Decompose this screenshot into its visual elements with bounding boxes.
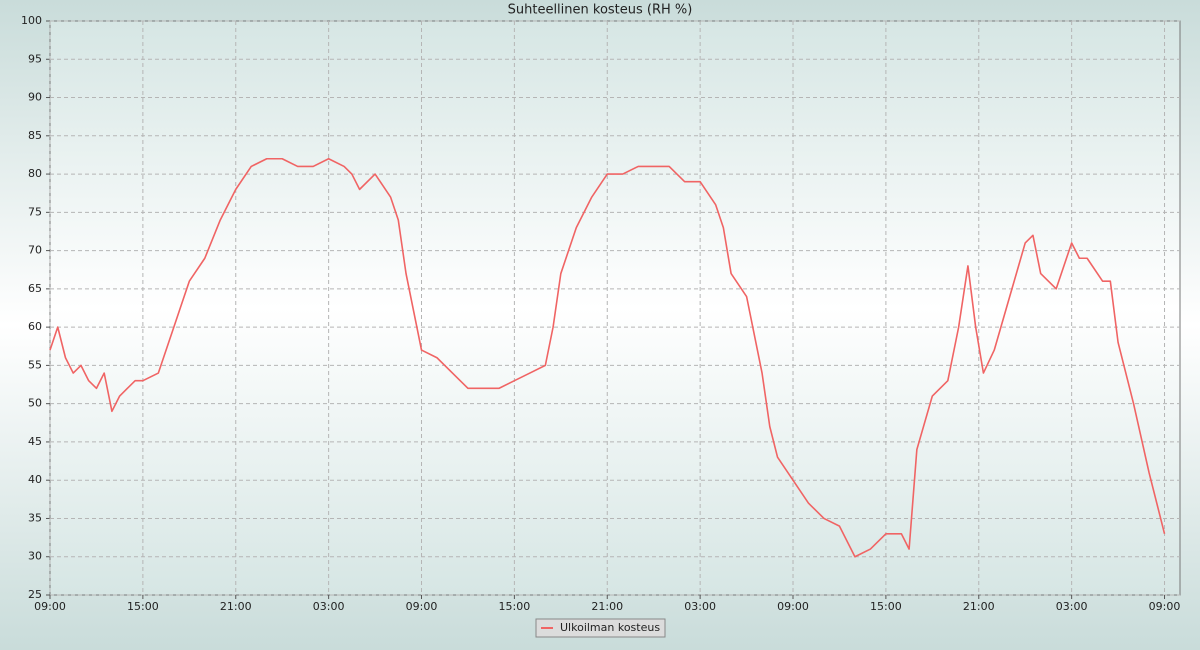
y-tick-label: 70: [28, 244, 42, 257]
x-tick-label: 15:00: [870, 600, 902, 613]
y-tick-label: 40: [28, 473, 42, 486]
x-tick-label: 09:00: [34, 600, 66, 613]
x-tick-label: 09:00: [406, 600, 438, 613]
x-tick-label: 21:00: [963, 600, 995, 613]
y-tick-label: 55: [28, 358, 42, 371]
y-tick-label: 65: [28, 282, 42, 295]
y-tick-label: 75: [28, 205, 42, 218]
data-line: [49, 157, 1166, 558]
x-tick-label: 03:00: [313, 600, 345, 613]
y-tick-label: 50: [28, 397, 42, 410]
x-tick-label: 03:00: [684, 600, 716, 613]
x-tick-label: 21:00: [220, 600, 252, 613]
x-tick-label: 15:00: [499, 600, 531, 613]
legend: [535, 618, 666, 638]
x-tick-label: 09:00: [1149, 600, 1181, 613]
y-tick-label: 60: [28, 320, 42, 333]
y-tick-label: 95: [28, 52, 42, 65]
y-tick-label: 30: [28, 550, 42, 563]
x-tick-label: 09:00: [777, 600, 809, 613]
x-tick-label: 21:00: [591, 600, 623, 613]
y-tick-label: 90: [28, 91, 42, 104]
x-tick-label: 03:00: [1056, 600, 1088, 613]
y-tick-label: 100: [21, 14, 42, 27]
y-tick-label: 80: [28, 167, 42, 180]
x-tick-label: 15:00: [127, 600, 159, 613]
chart-title: Suhteellinen kosteus (RH %): [508, 3, 693, 18]
y-tick-label: 25: [28, 588, 42, 601]
y-tick-label: 85: [28, 129, 42, 142]
legend-label: Ulkoilman kosteus: [560, 621, 660, 634]
y-tick-label: 35: [28, 511, 42, 524]
plot-area: [49, 20, 1181, 596]
y-tick-label: 45: [28, 435, 42, 448]
